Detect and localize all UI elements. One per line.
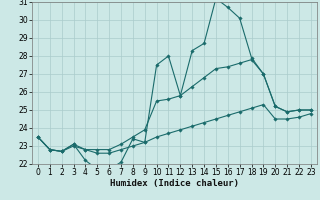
X-axis label: Humidex (Indice chaleur): Humidex (Indice chaleur) (110, 179, 239, 188)
